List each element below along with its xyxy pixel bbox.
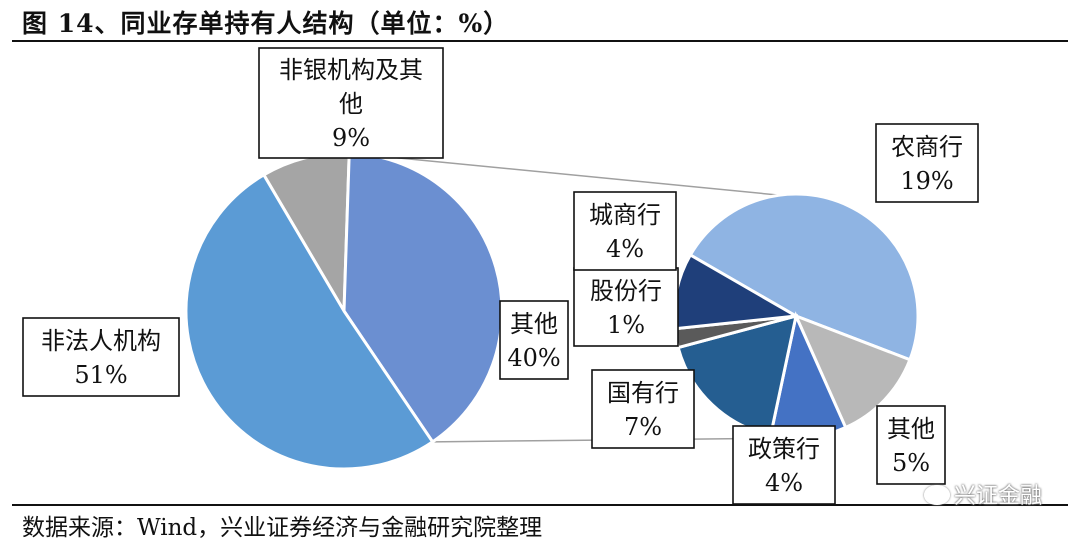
label-value: 9% bbox=[332, 124, 370, 152]
wechat-icon bbox=[923, 485, 950, 505]
connector-top bbox=[349, 152, 789, 197]
label-value: 1% bbox=[607, 311, 645, 339]
label-name: 非法人机构 bbox=[41, 327, 161, 355]
label-name: 国有行 bbox=[607, 379, 679, 407]
label-name: 政策行 bbox=[748, 435, 820, 463]
watermark: 兴证金融 bbox=[923, 478, 1042, 510]
label-sub-4: 股份行 1% bbox=[573, 267, 679, 347]
label-box bbox=[499, 300, 569, 380]
label-sub-3: 国有行 7% bbox=[591, 369, 695, 449]
figure-title: 图 14、同业存单持有人结构（单位：%） bbox=[22, 9, 510, 38]
label-name: 股份行 bbox=[590, 277, 662, 305]
label-name: 城商行 bbox=[589, 201, 661, 229]
label-box bbox=[876, 405, 946, 485]
label-value: 4% bbox=[606, 235, 644, 263]
label-sub-1: 其他 5% bbox=[876, 405, 946, 485]
label-value: 4% bbox=[765, 469, 803, 497]
label-box bbox=[22, 317, 180, 397]
main-slice-2 bbox=[184, 172, 435, 471]
label-box bbox=[875, 123, 979, 203]
label-sub-5: 城商行 4% bbox=[573, 191, 677, 271]
source-note: 数据来源：Wind，兴业证券经济与金融研究院整理 bbox=[22, 515, 543, 541]
main-pie bbox=[184, 151, 504, 471]
label-value: 7% bbox=[624, 413, 662, 441]
label-value: 19% bbox=[900, 167, 953, 195]
label-value: 5% bbox=[892, 449, 930, 477]
label-name: 其他 bbox=[887, 415, 935, 443]
label-box bbox=[573, 191, 677, 271]
label-name: 他 bbox=[339, 90, 363, 118]
label-main-2: 非法人机构 51% bbox=[22, 317, 180, 397]
label-value: 51% bbox=[74, 361, 127, 389]
sub-pie bbox=[672, 192, 920, 440]
label-name: 农商行 bbox=[891, 133, 963, 161]
bottom-rule bbox=[12, 504, 1068, 506]
label-value: 40% bbox=[507, 344, 560, 372]
main-slice-1 bbox=[342, 151, 504, 444]
label-name: 其他 bbox=[510, 310, 558, 338]
label-name: 非银机构及其 bbox=[279, 56, 423, 84]
sub-slice-1 bbox=[793, 313, 912, 430]
label-box bbox=[258, 47, 444, 159]
label-sub-0: 农商行 19% bbox=[875, 123, 979, 203]
label-main-1: 其他 40% bbox=[499, 300, 569, 380]
watermark-text: 兴证金融 bbox=[953, 484, 1042, 509]
top-rule bbox=[12, 40, 1068, 42]
label-box bbox=[591, 369, 695, 449]
sub-slice-0 bbox=[688, 192, 920, 362]
label-sub-2: 政策行 4% bbox=[732, 425, 836, 505]
